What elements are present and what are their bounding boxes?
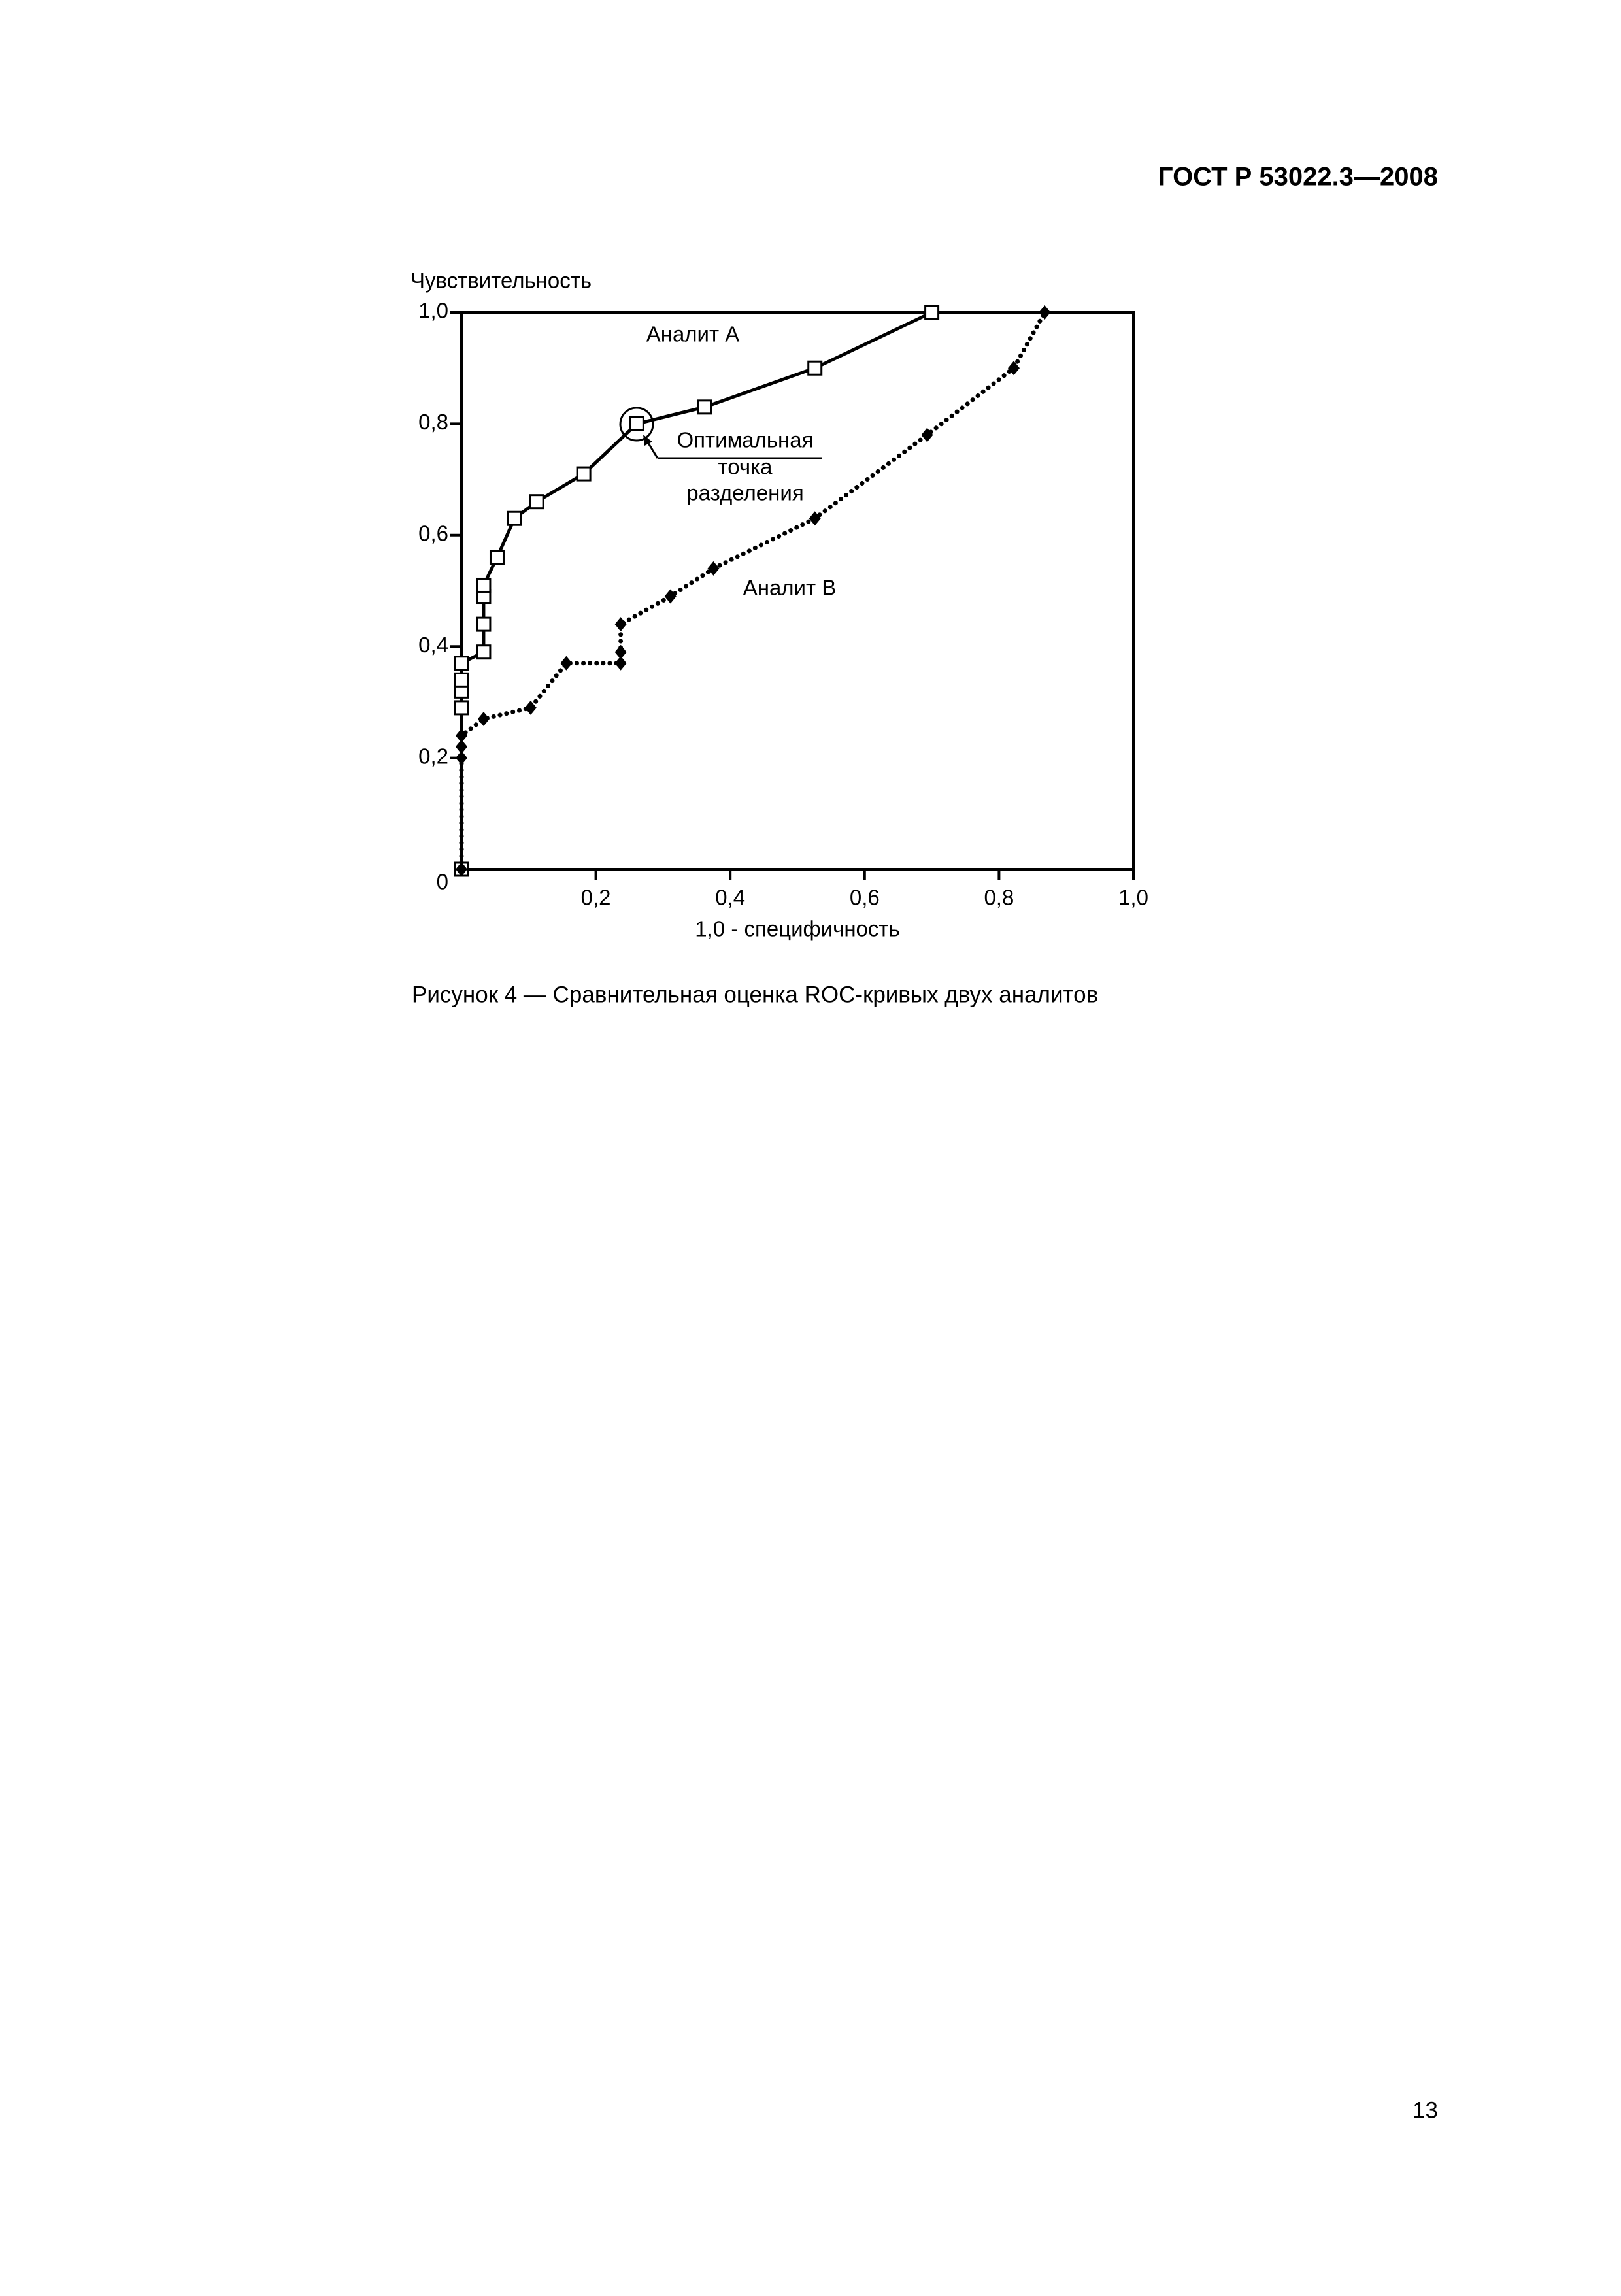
x-tick-label: 0,8 xyxy=(984,886,1014,910)
diamond-marker xyxy=(456,750,467,765)
caption: Рисунок 4 — Сравнительная оценка ROC-кри… xyxy=(412,982,1098,1007)
y-tick-label: 0 xyxy=(437,870,448,894)
series-line xyxy=(459,310,1047,872)
annotation: точка xyxy=(718,455,773,479)
arrow-head xyxy=(643,435,652,446)
annotation-arrow xyxy=(646,441,659,459)
square-marker xyxy=(507,510,522,526)
diamond-marker xyxy=(456,862,467,876)
x-tick-label: 0,2 xyxy=(581,886,611,910)
diamond-marker xyxy=(456,728,467,743)
square-marker xyxy=(807,360,823,376)
diamond-marker xyxy=(614,617,627,632)
diamond-marker xyxy=(456,739,467,754)
diamond-marker xyxy=(614,644,627,659)
y-tick-label: 1,0 xyxy=(418,299,448,323)
annotation: Оптимальная xyxy=(677,428,813,452)
diamond-marker xyxy=(707,561,720,576)
diamond-marker xyxy=(1039,305,1051,320)
square-marker xyxy=(476,616,492,632)
diamond-marker xyxy=(614,656,627,671)
diamond-marker xyxy=(477,711,490,726)
y-tick-label: 0,4 xyxy=(418,633,448,657)
diamond-marker xyxy=(809,511,821,526)
square-marker xyxy=(924,305,940,320)
square-marker xyxy=(454,656,469,671)
diamond-marker xyxy=(1008,361,1020,376)
highlight-circle xyxy=(619,407,654,442)
square-marker xyxy=(489,550,505,565)
series-label: Аналит А xyxy=(646,322,740,346)
plot-frame xyxy=(460,311,1135,871)
x-tick-label: 0,6 xyxy=(850,886,880,910)
diamond-marker xyxy=(524,700,537,715)
annotation: разделения xyxy=(686,481,803,505)
y-axis-label: Чувствительность xyxy=(410,269,592,293)
page-number: 13 xyxy=(1412,2097,1438,2123)
square-marker xyxy=(529,494,544,510)
y-tick-label: 0,6 xyxy=(418,522,448,546)
y-tick-label: 0,8 xyxy=(418,410,448,434)
square-marker xyxy=(454,672,469,688)
diamond-marker xyxy=(664,589,677,604)
square-marker xyxy=(576,466,592,482)
square-marker xyxy=(476,644,492,660)
square-marker xyxy=(697,399,712,415)
x-tick-label: 1,0 xyxy=(1118,886,1148,910)
square-marker xyxy=(454,700,469,716)
x-axis-label: 1,0 - специфичность xyxy=(695,917,899,941)
square-marker xyxy=(629,416,644,431)
diamond-marker xyxy=(921,427,933,442)
header-title: ГОСТ Р 53022.3—2008 xyxy=(1158,163,1438,191)
series-line xyxy=(460,310,933,869)
series-label: Аналит В xyxy=(743,576,837,600)
square-marker xyxy=(476,577,492,593)
x-tick-label: 0,4 xyxy=(715,886,745,910)
y-tick-label: 0,2 xyxy=(418,744,448,768)
diamond-marker xyxy=(560,656,573,671)
